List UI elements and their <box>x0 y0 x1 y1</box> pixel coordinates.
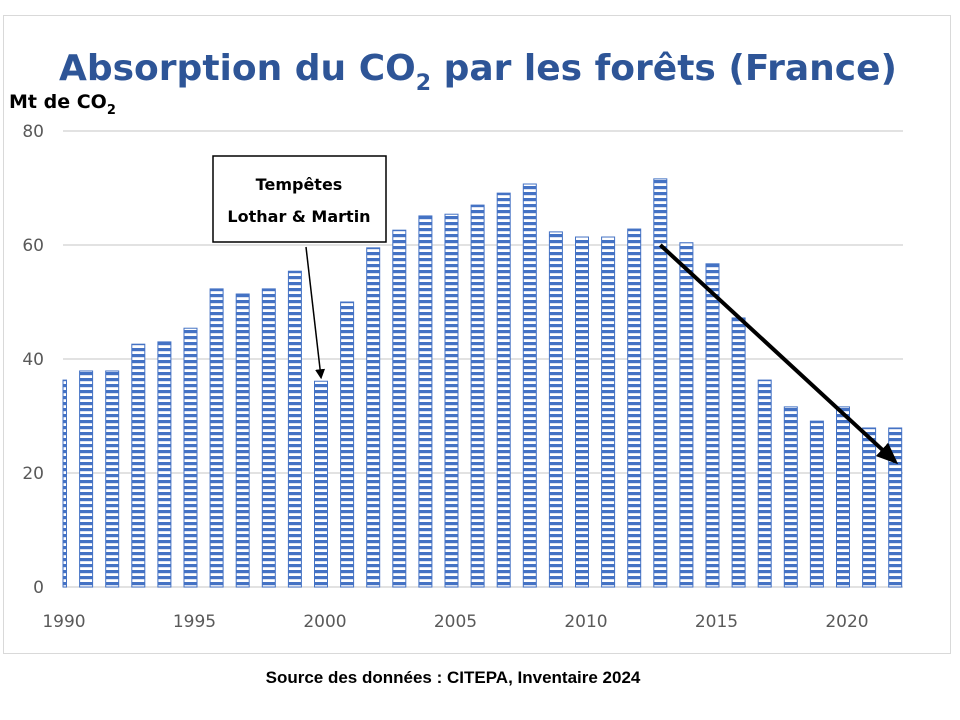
y-axis-label-main: Mt de CO <box>9 91 107 113</box>
annotation-arrow <box>305 246 326 380</box>
chart-title-main: Absorption du CO <box>59 48 416 89</box>
bar-2008 <box>522 183 537 588</box>
chart-title: Absorption du CO2 par les forêts (France… <box>59 48 897 96</box>
bar-1996 <box>209 288 224 588</box>
chart-title-subscript: 2 <box>416 71 431 96</box>
bar-2010 <box>575 236 589 588</box>
bar-2021 <box>862 427 877 588</box>
bar-1994 <box>157 341 172 588</box>
y-axis-ticks: 0 20 40 60 80 <box>22 122 44 598</box>
x-tick-label: 2020 <box>825 612 868 632</box>
bar-1992 <box>105 370 120 588</box>
bar-2012 <box>627 228 642 588</box>
storm-annotation: Tempêtes Lothar & Martin <box>212 155 387 380</box>
y-tick-label: 20 <box>22 464 44 484</box>
bar-2006 <box>470 204 485 588</box>
x-tick-label: 2005 <box>434 612 477 632</box>
chart-title-rest: par les forêts (France) <box>431 48 897 89</box>
bar-1997 <box>235 293 250 588</box>
y-axis-label: Mt de CO2 <box>9 91 116 118</box>
bar-2016 <box>731 317 746 588</box>
bar-2011 <box>601 236 616 588</box>
bar-2001 <box>340 301 355 588</box>
bar-2019 <box>809 420 824 588</box>
bar-1993 <box>131 343 146 588</box>
bar-2002 <box>366 247 381 588</box>
x-tick-label: 2015 <box>695 612 738 632</box>
bar-2015 <box>705 263 720 588</box>
bar-2005 <box>444 213 459 588</box>
y-tick-label: 0 <box>33 578 44 598</box>
bar-1995 <box>183 327 198 588</box>
source-caption: Source des données : CITEPA, Inventaire … <box>265 668 641 687</box>
bar-2017 <box>757 379 772 588</box>
bar-2004 <box>418 215 433 588</box>
y-axis-label-subscript: 2 <box>107 103 116 118</box>
bar-2020 <box>836 406 850 588</box>
bar-2000 <box>314 380 328 588</box>
bar-1991 <box>79 370 94 588</box>
x-tick-label: 1990 <box>42 612 85 632</box>
y-tick-label: 60 <box>22 236 44 256</box>
bar-1999 <box>287 270 302 588</box>
bar-2003 <box>392 229 407 588</box>
bar-2022 <box>888 427 903 588</box>
annotation-line2: Lothar & Martin <box>227 207 370 226</box>
bar-2018 <box>783 406 798 588</box>
bar-1998 <box>261 288 276 588</box>
y-tick-label: 80 <box>22 122 44 142</box>
y-tick-label: 40 <box>22 350 44 370</box>
annotation-box <box>212 155 387 243</box>
x-axis-ticks: 1990 1995 2000 2005 2010 2015 2020 <box>42 612 868 632</box>
bar-2009 <box>548 231 563 588</box>
bar-2007 <box>496 192 511 588</box>
bars <box>62 178 903 588</box>
x-tick-label: 2000 <box>303 612 346 632</box>
annotation-line1: Tempêtes <box>256 175 343 194</box>
trend-arrow <box>658 243 899 465</box>
bar-2013 <box>653 178 668 588</box>
bar-2014 <box>679 242 694 588</box>
x-tick-label: 1995 <box>173 612 216 632</box>
x-tick-label: 2010 <box>564 612 607 632</box>
bar-1990 <box>62 379 67 588</box>
